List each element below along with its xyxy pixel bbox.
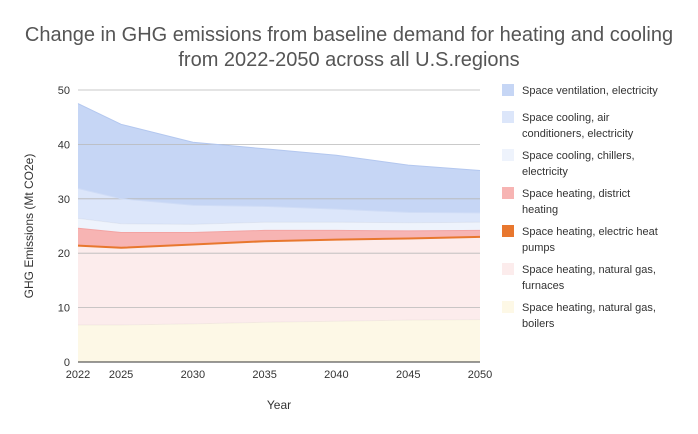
legend-label: conditioners, electricity xyxy=(522,128,634,140)
y-tick-label: 30 xyxy=(58,194,70,206)
legend-swatch xyxy=(502,84,514,96)
boundary-space-heating-district-heating xyxy=(77,227,481,233)
legend-label: furnaces xyxy=(522,280,565,292)
legend-label: heating xyxy=(522,204,558,216)
y-tick-label: 50 xyxy=(58,85,70,97)
x-tick-label: 2025 xyxy=(109,369,133,381)
legend-label: Space ventilation, electricity xyxy=(522,85,658,97)
x-tick-label: 2022 xyxy=(66,369,90,381)
legend-label: Space heating, electric heat xyxy=(522,226,658,238)
legend-swatch xyxy=(502,111,514,123)
area-space-heating-natural-gas-furnaces xyxy=(78,236,480,325)
x-axis-label: Year xyxy=(267,398,291,412)
legend-label: Space cooling, chillers, xyxy=(522,150,635,162)
chart-title-line1: Change in GHG emissions from baseline de… xyxy=(24,24,674,46)
area-space-heating-district-heating xyxy=(78,228,480,248)
legend-swatch xyxy=(502,187,514,199)
x-tick-label: 2035 xyxy=(252,369,276,381)
legend-label: boilers xyxy=(522,318,555,330)
boundary-space-cooling-air-conditioners-electricity xyxy=(77,188,481,214)
boundary-space-heating-natural-gas-boilers xyxy=(78,319,481,326)
boundary-space-ventilation-electricity xyxy=(77,103,481,171)
legend-swatch xyxy=(502,149,514,161)
x-tick-label: 2030 xyxy=(181,369,205,381)
line-space-heating-electric-heat-pumps xyxy=(77,235,481,249)
x-tick-label: 2050 xyxy=(468,369,492,381)
area-space-ventilation-electricity xyxy=(78,103,480,213)
y-tick-label: 20 xyxy=(58,248,70,260)
legend-swatch xyxy=(502,225,514,237)
area-space-heating-natural-gas-boilers xyxy=(78,319,480,362)
legend-label: electricity xyxy=(522,166,568,178)
legend-label: Space heating, natural gas, xyxy=(522,302,656,314)
legend-label: pumps xyxy=(522,242,556,254)
x-tick-label: 2045 xyxy=(396,369,420,381)
legend-swatch xyxy=(502,263,514,275)
legend-label: Space heating, district xyxy=(522,188,630,200)
y-axis-label: GHG Emissions (Mt CO2e) xyxy=(22,154,36,299)
area-space-cooling-chillers-electricity xyxy=(78,218,480,233)
y-tick-label: 40 xyxy=(58,139,70,151)
boundary-space-cooling-chillers-electricity xyxy=(77,217,481,225)
legend-label: Space heating, natural gas, xyxy=(522,264,656,276)
area-space-cooling-air-conditioners-electricity xyxy=(78,188,480,225)
y-tick-label: 10 xyxy=(58,303,70,315)
legend-label: Space cooling, air xyxy=(522,112,610,124)
y-tick-label: 0 xyxy=(64,357,70,369)
legend-swatch xyxy=(502,301,514,313)
chart-title-line2: from 2022-2050 across all U.S.regions xyxy=(178,49,520,71)
x-tick-label: 2040 xyxy=(324,369,348,381)
